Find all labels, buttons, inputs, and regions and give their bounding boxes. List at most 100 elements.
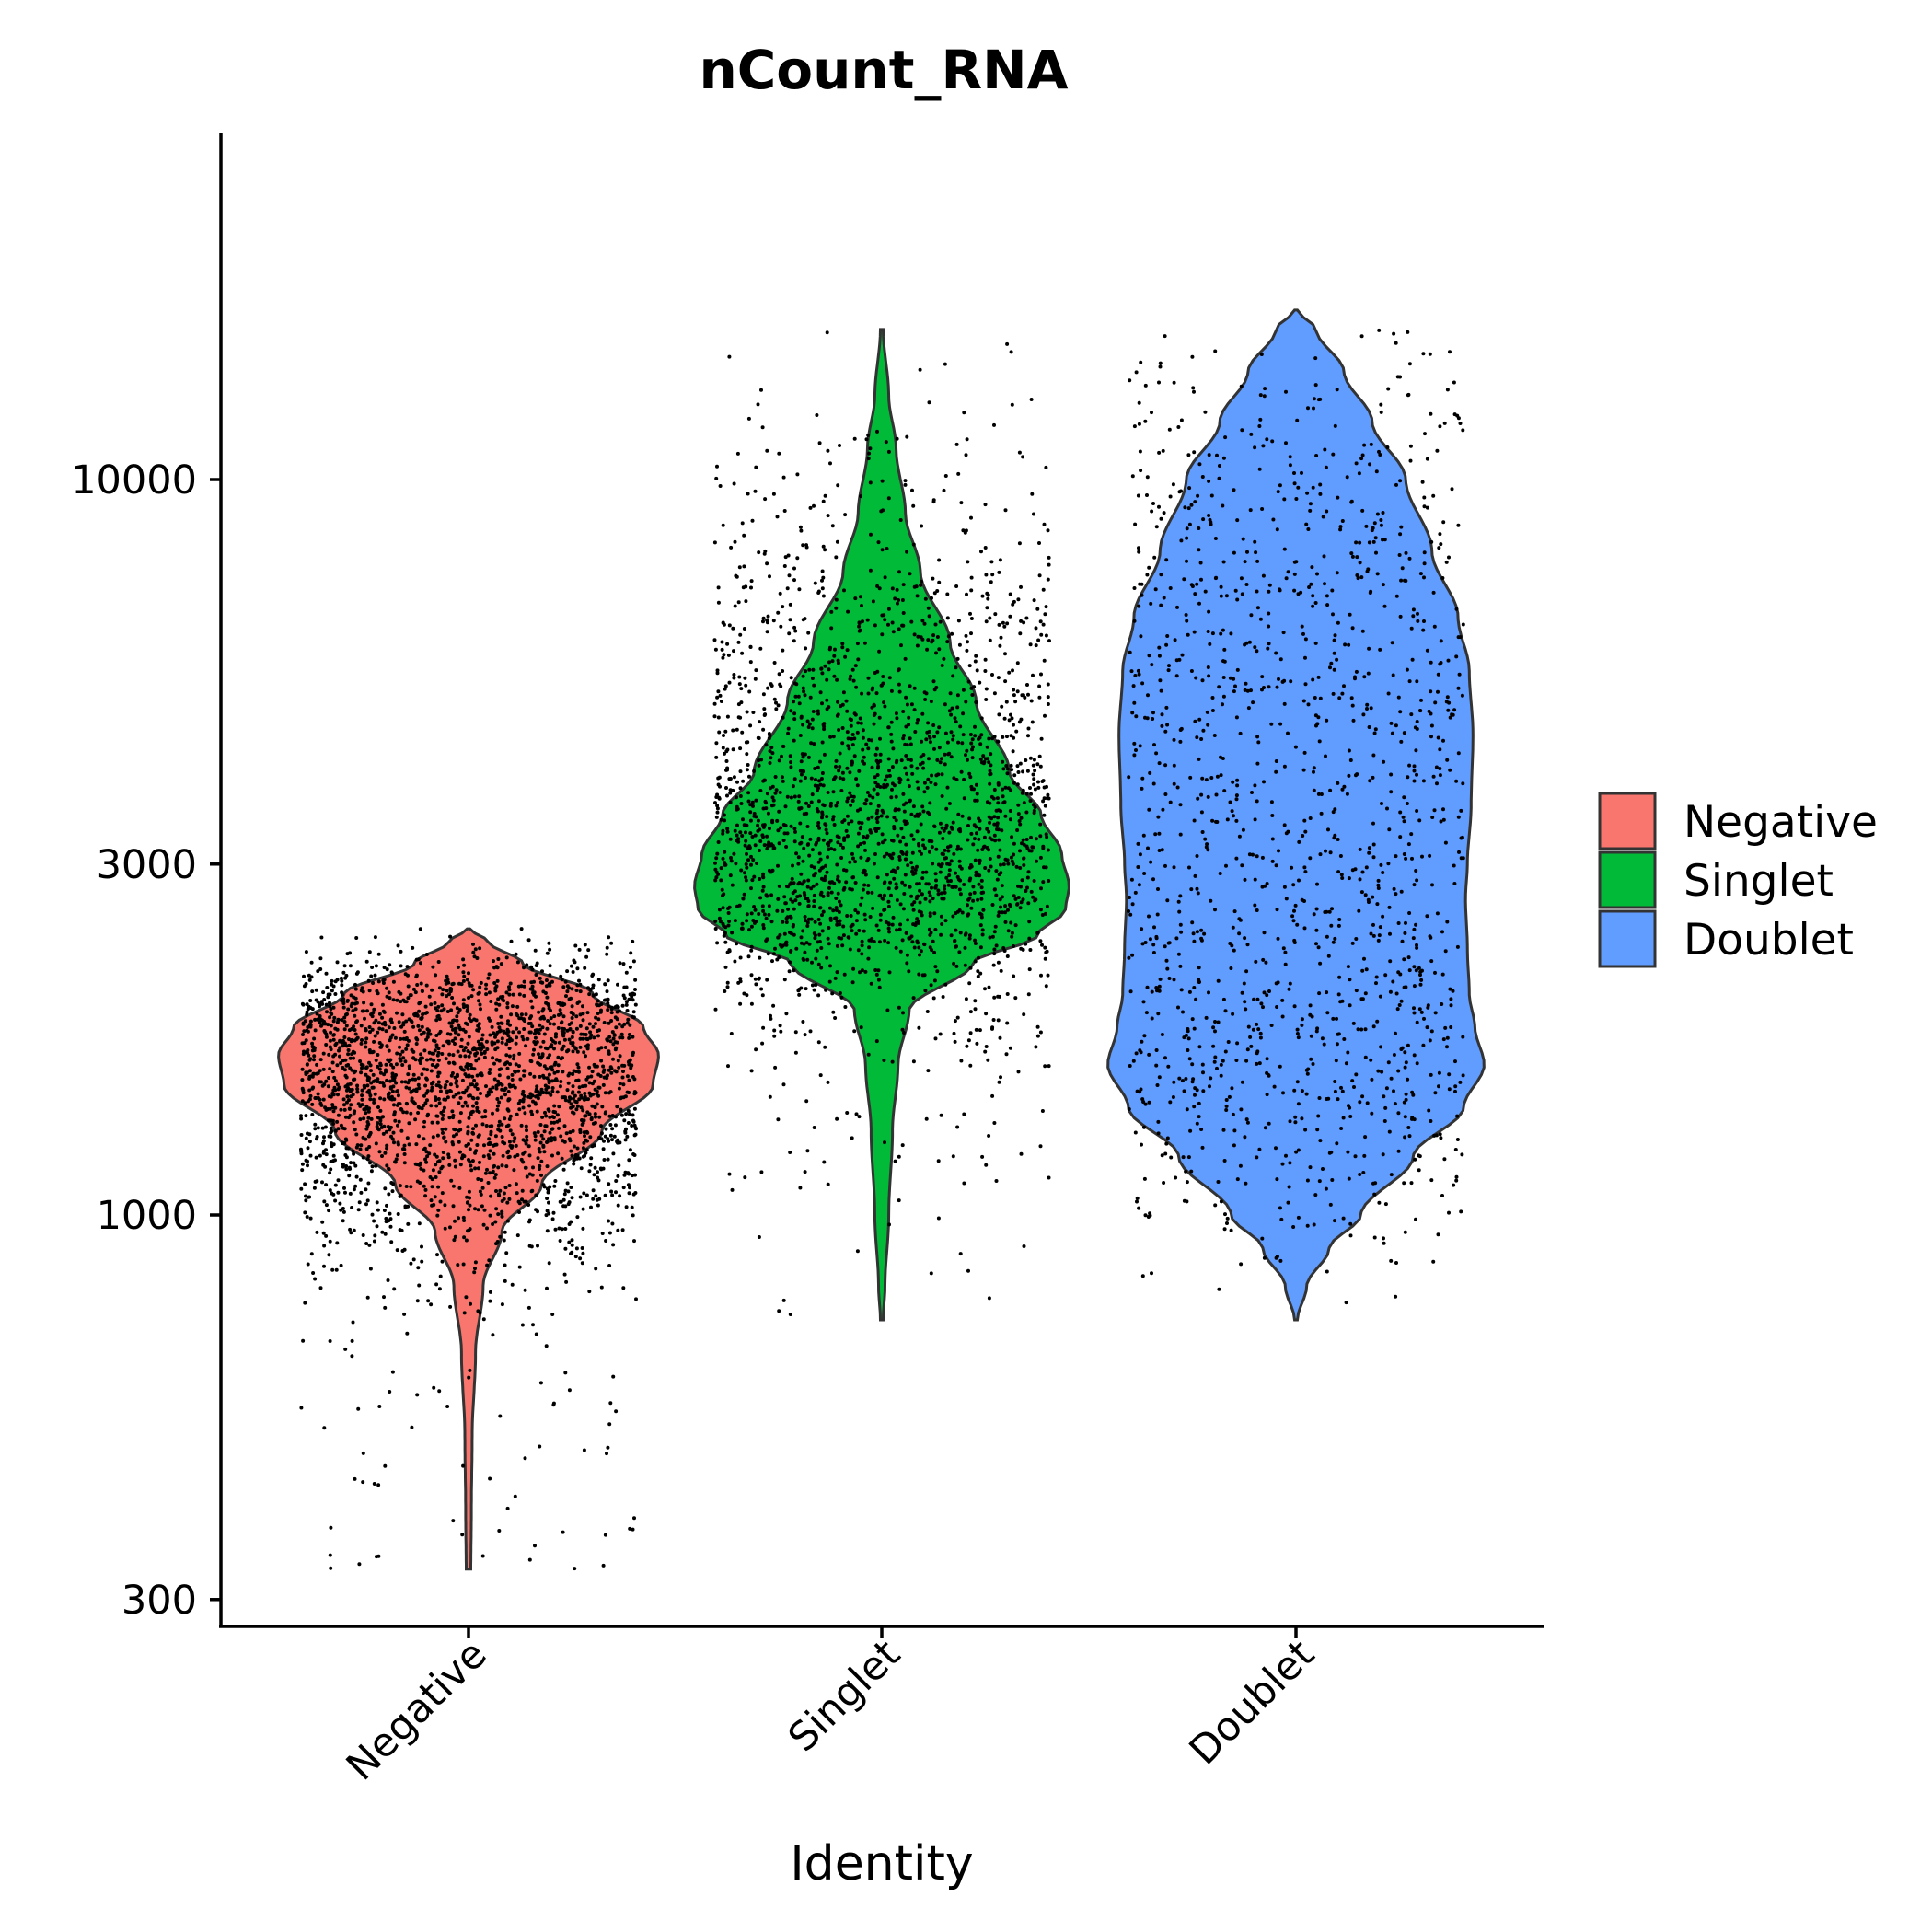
data-point	[931, 633, 936, 638]
data-point	[545, 1140, 550, 1144]
data-point	[889, 870, 894, 873]
data-point	[763, 497, 768, 502]
data-point	[369, 1116, 374, 1121]
data-point	[515, 960, 520, 965]
data-point	[1012, 894, 1016, 898]
data-point	[911, 1059, 916, 1064]
data-point	[338, 1201, 342, 1206]
data-point	[1021, 455, 1025, 459]
data-point	[951, 1154, 955, 1159]
data-point	[627, 1062, 631, 1067]
data-point	[371, 1085, 376, 1090]
data-point	[451, 1053, 456, 1058]
data-point	[572, 1069, 576, 1073]
data-point	[545, 951, 550, 955]
data-point	[805, 719, 810, 723]
data-point	[766, 614, 770, 619]
data-point	[549, 1120, 553, 1125]
data-point	[907, 784, 911, 789]
data-point	[329, 1167, 333, 1172]
data-point	[359, 1041, 364, 1046]
data-point	[406, 984, 411, 989]
data-point	[770, 818, 775, 823]
data-point	[805, 842, 810, 847]
data-point	[847, 935, 851, 940]
data-point	[1287, 1185, 1291, 1189]
data-point	[1308, 502, 1313, 506]
data-point	[1345, 792, 1349, 796]
data-point	[825, 698, 829, 702]
data-point	[1008, 809, 1012, 813]
data-point	[398, 1184, 402, 1188]
data-point	[533, 1028, 538, 1033]
data-point	[999, 635, 1003, 640]
data-point	[858, 595, 862, 599]
data-point	[539, 1087, 544, 1092]
data-point	[773, 1065, 778, 1070]
data-point	[960, 910, 965, 915]
data-point	[364, 959, 369, 964]
data-point	[522, 993, 526, 998]
data-point	[939, 864, 943, 869]
data-point	[781, 908, 785, 913]
data-point	[367, 1025, 372, 1029]
data-point	[874, 923, 879, 928]
data-point	[1042, 658, 1047, 663]
data-point	[372, 1039, 376, 1044]
data-point	[862, 835, 866, 839]
data-point	[836, 891, 840, 896]
data-point	[931, 862, 935, 866]
data-point	[542, 1150, 547, 1154]
data-point	[497, 1025, 502, 1030]
data-point	[941, 837, 945, 840]
data-point	[503, 1088, 507, 1093]
data-point	[378, 1096, 383, 1101]
data-point	[890, 586, 895, 591]
data-point	[910, 850, 915, 855]
data-point	[989, 560, 994, 564]
data-point	[925, 785, 930, 790]
data-point	[449, 1178, 454, 1183]
data-point	[344, 1155, 349, 1160]
data-point	[323, 1164, 328, 1169]
data-point	[611, 1036, 616, 1041]
data-point	[399, 1000, 403, 1004]
data-point	[864, 437, 869, 442]
data-point	[862, 929, 866, 933]
data-point	[790, 876, 794, 881]
data-point	[860, 896, 864, 900]
data-point	[460, 1153, 465, 1158]
data-point	[324, 1183, 329, 1187]
data-point	[992, 788, 997, 792]
data-point	[624, 985, 629, 989]
data-point	[961, 711, 966, 716]
data-point	[524, 1012, 528, 1017]
data-point	[463, 1054, 468, 1059]
data-point	[388, 1079, 392, 1083]
data-point	[594, 1194, 598, 1198]
data-point	[892, 876, 897, 881]
data-point	[767, 736, 771, 741]
data-point	[622, 1022, 627, 1026]
data-point	[820, 812, 825, 816]
data-point	[620, 1003, 625, 1008]
data-point	[447, 992, 451, 997]
data-point	[849, 924, 853, 929]
data-point	[478, 1160, 481, 1164]
data-point	[980, 594, 985, 598]
data-point	[891, 630, 896, 634]
data-point	[823, 874, 827, 879]
data-point	[445, 1032, 450, 1036]
data-point	[769, 756, 773, 760]
data-point	[1041, 844, 1046, 849]
data-point	[727, 920, 732, 923]
data-point	[591, 1024, 596, 1029]
data-point	[624, 1002, 629, 1007]
data-point	[735, 839, 739, 843]
data-point	[955, 1015, 960, 1020]
data-point	[321, 1022, 326, 1026]
data-point	[476, 1039, 480, 1044]
data-point	[417, 1134, 421, 1139]
data-point	[862, 840, 866, 845]
data-point	[467, 1189, 471, 1194]
